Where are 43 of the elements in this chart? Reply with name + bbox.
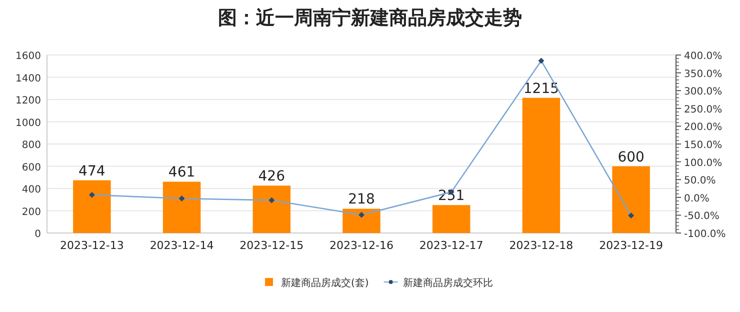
y2-tick-label: -100.0%	[684, 229, 726, 240]
data-label: 218	[348, 192, 375, 208]
data-label: 600	[618, 149, 644, 166]
bar	[73, 180, 111, 233]
x-tick-label: 2023-12-13	[60, 239, 124, 252]
y-tick-label: 1200	[16, 96, 41, 106]
y-tick-label: 1600	[16, 51, 41, 62]
y2-tick-label: 250.0%	[684, 104, 722, 116]
x-tick-label: 2023-12-19	[599, 239, 664, 252]
x-tick-label: 2023-12-16	[330, 239, 394, 252]
x-tick-label: 2023-12-17	[419, 239, 484, 252]
y-tick-label: 600	[22, 162, 41, 174]
y2-tick-label: 100.0%	[684, 158, 722, 169]
y-tick-label: 1400	[16, 73, 41, 84]
legend-label: 新建商品房成交环比	[402, 277, 493, 289]
bar	[522, 98, 560, 233]
bar	[162, 182, 201, 233]
y2-tick-label: 0.0%	[684, 193, 710, 204]
y2-tick-label: 50.0%	[684, 176, 716, 187]
y2-tick-label: 200.0%	[684, 122, 722, 134]
y2-tick-label: 350.0%	[684, 68, 722, 80]
bar	[342, 208, 380, 233]
y2-tick-label: 150.0%	[684, 140, 722, 151]
bar	[432, 205, 470, 233]
y-tick-label: 0	[34, 229, 41, 240]
data-label: 1215	[523, 80, 560, 97]
data-label: 461	[168, 164, 196, 181]
legend-label: 新建商品房成交(套)	[281, 277, 369, 289]
bar	[252, 186, 291, 233]
data-label: 426	[258, 168, 286, 185]
y2-tick-label: 400.0%	[684, 51, 722, 62]
y-tick-label: 800	[22, 140, 41, 151]
data-label: 474	[78, 163, 106, 180]
y-tick-label: 400	[22, 184, 41, 196]
y-tick-label: 1000	[16, 118, 41, 129]
x-tick-label: 2023-12-14	[150, 239, 214, 252]
chart-title: 图：近一周南宁新建商品房成交走势	[218, 7, 522, 29]
x-tick-label: 2023-12-15	[240, 239, 304, 252]
y-tick-label: 200	[22, 206, 41, 218]
y2-tick-label: 300.0%	[684, 86, 722, 98]
y2-tick-label: -50.0%	[684, 211, 720, 222]
x-tick-label: 2023-12-18	[509, 239, 574, 252]
bar	[612, 166, 650, 233]
